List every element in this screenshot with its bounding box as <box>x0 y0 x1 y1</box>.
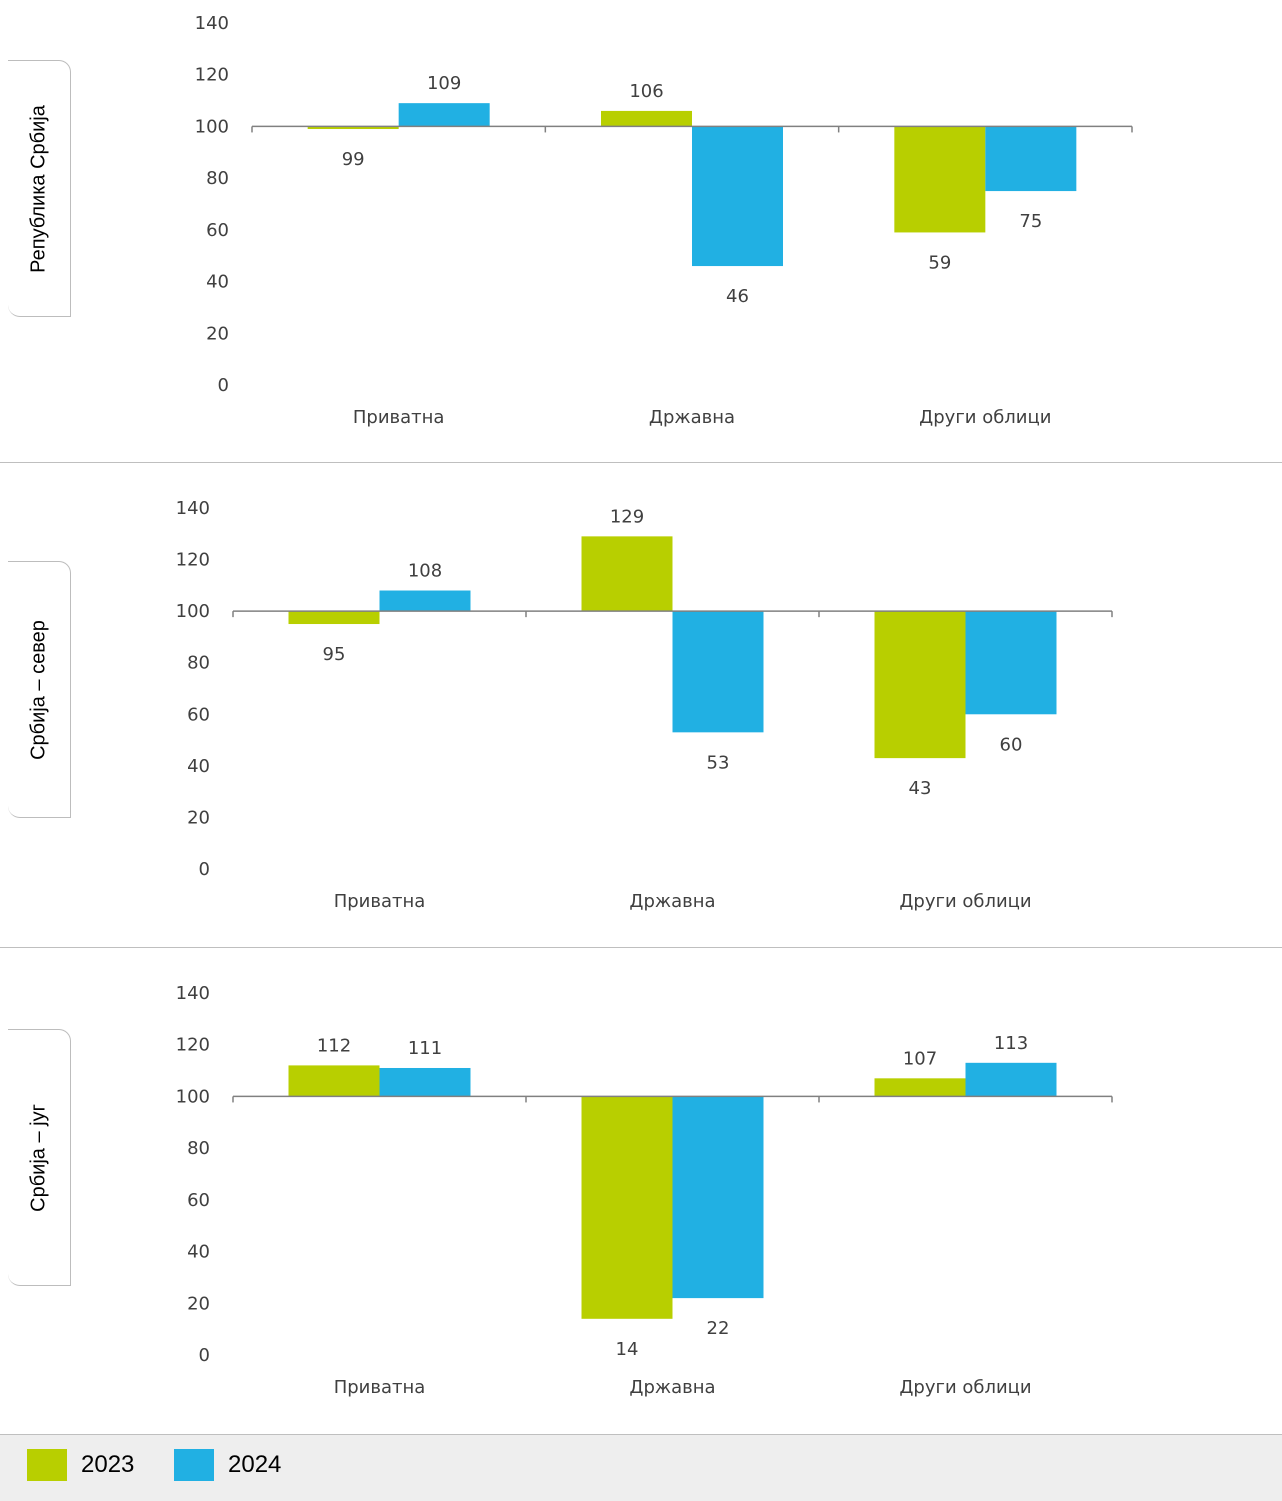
y-tick-label: 100 <box>176 601 210 622</box>
data-label-приватна-2024: 108 <box>408 561 442 582</box>
data-label-приватна-2023: 95 <box>323 644 346 665</box>
bar-други-облици-2024 <box>965 1062 1057 1097</box>
bar-приватна-2023 <box>307 126 399 130</box>
data-label-други-облици-2023: 107 <box>903 1048 937 1069</box>
y-tick-label: 0 <box>199 1345 210 1366</box>
x-category-label: Државна <box>629 891 715 912</box>
y-tick-label: 100 <box>195 116 229 137</box>
panel-tab-north: Србија – север <box>8 561 71 818</box>
bar-приватна-2024 <box>398 103 490 127</box>
y-tick-label: 40 <box>206 272 229 293</box>
bar-државна-2024 <box>672 1096 764 1299</box>
chart-panel-south: Србија – југ 0 20 40 60 80 100 120 140 112 111 При… <box>0 948 1282 1434</box>
chart-panel-serbia: Република Србија 0 20 40 60 80 100 120 140 99 109… <box>0 0 1282 462</box>
bar-други-облици-2024 <box>965 611 1057 715</box>
bar-државна-2023 <box>581 536 673 612</box>
data-label-приватна-2024: 109 <box>427 73 461 94</box>
bar-приватна-2024 <box>379 1067 471 1097</box>
y-tick-label: 140 <box>176 498 210 519</box>
x-category-label: Други облици <box>899 891 1031 912</box>
y-tick-label: 40 <box>187 756 210 777</box>
bar-приватна-2024 <box>379 590 471 612</box>
data-label-државна-2023: 106 <box>629 81 663 102</box>
bar-chart-south: 0 20 40 60 80 100 120 140 112 111 Приватна 14 22 Држа… <box>176 983 1113 1398</box>
legend-swatch-2024 <box>174 1449 214 1481</box>
x-category-label: Други облици <box>899 1377 1031 1398</box>
chart-panel-north: Србија – север 0 20 40 60 80 100 120 140 95 108 Пр… <box>0 463 1282 947</box>
y-tick-label: 120 <box>176 550 210 571</box>
y-tick-label: 140 <box>195 13 229 34</box>
data-label-државна-2024: 46 <box>726 286 749 307</box>
data-label-други-облици-2023: 59 <box>928 252 951 273</box>
bar-државна-2024 <box>692 126 783 267</box>
y-tick-label: 80 <box>206 168 229 189</box>
bar-државна-2024 <box>672 611 764 733</box>
data-label-други-облици-2023: 43 <box>909 778 932 799</box>
data-label-други-облици-2024: 75 <box>1019 211 1042 232</box>
y-tick-label: 20 <box>187 1293 210 1314</box>
x-category-label: Приватна <box>334 891 426 912</box>
bar-државна-2023 <box>601 110 692 127</box>
y-tick-label: 80 <box>187 1138 210 1159</box>
y-tick-label: 40 <box>187 1242 210 1263</box>
y-tick-label: 100 <box>176 1086 210 1107</box>
legend-label-2024: 2024 <box>228 1451 282 1478</box>
legend-item-2023: 2023 <box>27 1449 134 1481</box>
y-tick-label: 20 <box>187 807 210 828</box>
legend-label-2023: 2023 <box>81 1451 135 1478</box>
panel-divider <box>0 462 1282 463</box>
y-tick-label: 60 <box>187 1190 210 1211</box>
y-tick-label: 60 <box>187 704 210 725</box>
data-label-државна-2023: 14 <box>616 1339 639 1360</box>
y-tick-label: 80 <box>187 653 210 674</box>
bar-приватна-2023 <box>288 1065 380 1097</box>
data-label-приватна-2023: 112 <box>317 1035 351 1056</box>
bar-други-облици-2024 <box>985 126 1077 192</box>
bar-други-облици-2023 <box>894 126 986 233</box>
data-label-државна-2024: 53 <box>707 752 730 773</box>
x-category-label: Државна <box>649 407 735 428</box>
bar-приватна-2023 <box>288 611 380 625</box>
panel-tab-south: Србија – југ <box>8 1029 71 1286</box>
data-label-приватна-2023: 99 <box>342 149 365 170</box>
bar-државна-2023 <box>581 1096 673 1319</box>
chart-legend: 2023 2024 <box>0 1434 1282 1501</box>
legend-swatch-2023 <box>27 1449 67 1481</box>
bar-други-облици-2023 <box>874 611 966 759</box>
data-label-државна-2024: 22 <box>707 1318 730 1339</box>
panel-divider <box>0 947 1282 948</box>
data-label-други-облици-2024: 60 <box>1000 734 1023 755</box>
x-category-label: Државна <box>629 1377 715 1398</box>
bar-chart-serbia: 0 20 40 60 80 100 120 140 99 109 Приватна 106 46 Држа… <box>195 13 1133 428</box>
y-tick-label: 120 <box>195 65 229 86</box>
x-category-label: Приватна <box>353 407 445 428</box>
bar-други-облици-2023 <box>874 1078 966 1097</box>
y-tick-label: 20 <box>206 323 229 344</box>
legend-item-2024: 2024 <box>174 1449 281 1481</box>
bar-chart-north: 0 20 40 60 80 100 120 140 95 108 Приватна 129 53 Држа… <box>176 498 1113 912</box>
panel-tab-serbia: Република Србија <box>8 60 71 317</box>
y-tick-label: 60 <box>206 220 229 241</box>
x-category-label: Други облици <box>919 407 1051 428</box>
y-tick-label: 120 <box>176 1035 210 1056</box>
data-label-државна-2023: 129 <box>610 506 644 527</box>
data-label-приватна-2024: 111 <box>408 1038 442 1059</box>
y-tick-label: 140 <box>176 983 210 1004</box>
y-tick-label: 0 <box>199 859 210 880</box>
data-label-други-облици-2024: 113 <box>994 1033 1028 1054</box>
x-category-label: Приватна <box>334 1377 426 1398</box>
y-tick-label: 0 <box>218 375 229 396</box>
